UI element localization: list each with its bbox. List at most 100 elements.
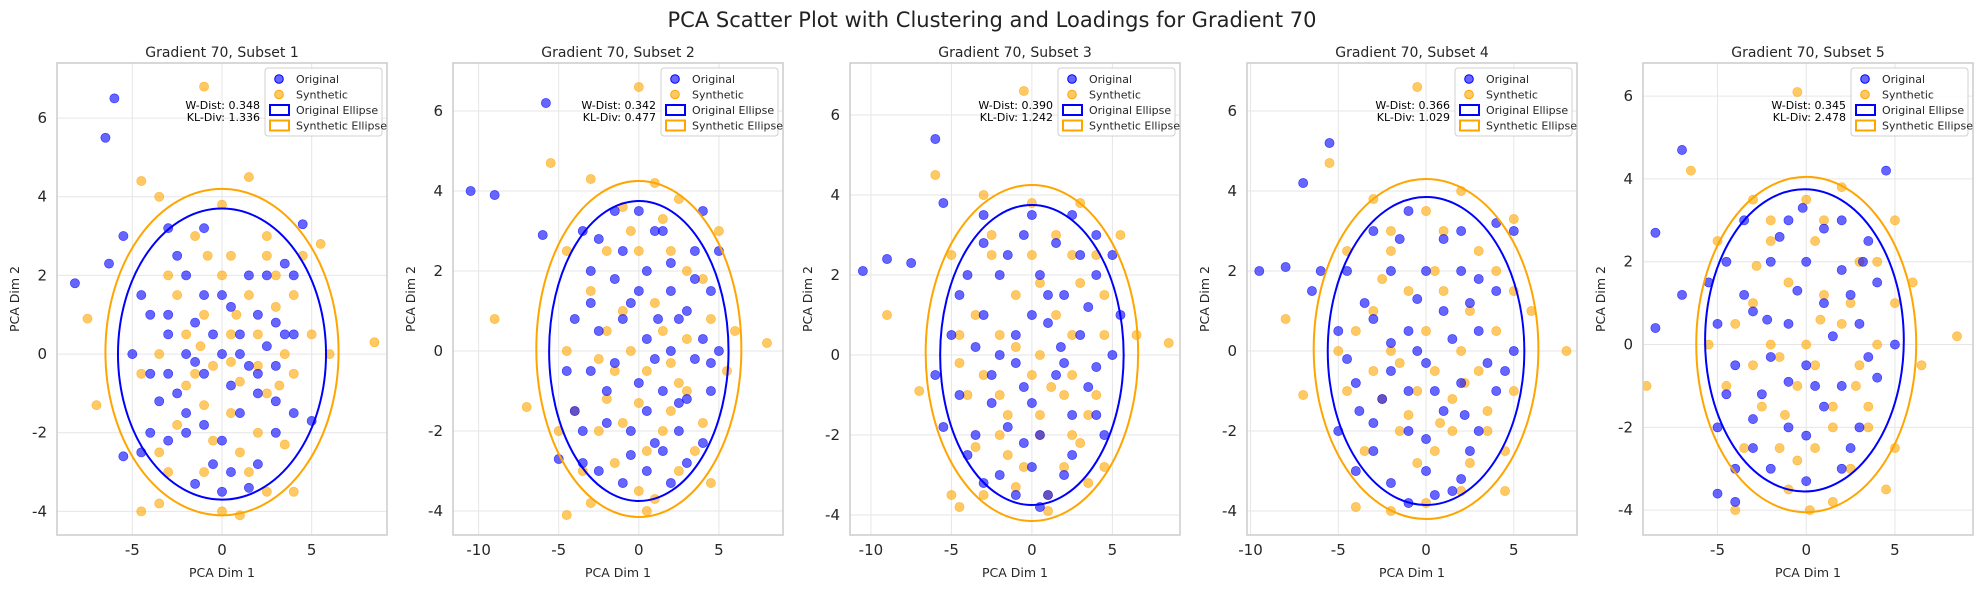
synthetic-point: [1412, 82, 1423, 92]
synthetic-point: [1091, 390, 1102, 400]
original-point: [270, 317, 281, 328]
original-point: [1845, 443, 1856, 453]
subplot-title: Gradient 70, Subset 2: [541, 45, 695, 61]
original-point: [252, 368, 263, 379]
original-point: [1858, 256, 1868, 267]
synthetic-point: [235, 447, 245, 458]
original-legend-marker: [1067, 74, 1077, 84]
synthetic-point: [1010, 290, 1021, 300]
synthetic-point: [1748, 298, 1758, 309]
original-point: [593, 326, 604, 336]
synthetic-point: [633, 398, 644, 408]
synthetic-point: [1491, 326, 1502, 336]
original-point: [1010, 358, 1021, 368]
original-point: [649, 438, 660, 448]
synthetic-point: [609, 458, 620, 468]
synthetic-point: [625, 226, 636, 236]
synthetic-point: [154, 498, 165, 509]
synthetic-point: [1018, 86, 1029, 96]
original-point: [706, 358, 716, 368]
original-legend-marker: [274, 74, 284, 84]
legend-box: [1850, 67, 1969, 137]
synthetic-point: [665, 246, 676, 256]
synthetic-point: [136, 176, 147, 186]
synthetic-legend-label: Synthetic: [296, 89, 348, 102]
original-point: [1783, 215, 1794, 226]
synthetic-point: [1473, 246, 1484, 256]
original-point: [585, 366, 596, 376]
synthetic-point: [1810, 360, 1820, 371]
original-point: [181, 349, 192, 359]
original-legend-label: Original: [692, 73, 735, 86]
original-ellipse-legend-label: Original Ellipse: [1089, 104, 1171, 117]
legend: Original Synthetic Original Ellipse Synthet…: [264, 67, 387, 137]
original-point: [1051, 238, 1061, 248]
synthetic-legend-label: Synthetic: [1882, 89, 1934, 102]
original-point: [1730, 496, 1741, 507]
y-tick-label: -2: [428, 422, 443, 440]
original-point: [181, 270, 192, 281]
synthetic-point: [601, 246, 612, 256]
y-tick-label: -4: [1222, 502, 1237, 520]
synthetic-point: [1561, 346, 1572, 356]
synthetic-point: [163, 467, 174, 477]
synthetic-point: [545, 158, 556, 168]
synthetic-point: [1482, 406, 1493, 416]
synthetic-point: [1792, 87, 1803, 97]
original-point: [163, 368, 174, 379]
original-point: [199, 368, 209, 379]
synthetic-point: [190, 368, 200, 379]
original-point: [1359, 298, 1370, 308]
synthetic-point: [172, 290, 183, 300]
synthetic-point: [1854, 360, 1865, 371]
original-point: [1748, 306, 1758, 317]
original-point: [1508, 226, 1519, 236]
original-point: [244, 270, 254, 281]
original-point: [673, 426, 684, 436]
original-point: [1500, 366, 1510, 376]
x-tick-label: -5: [125, 541, 140, 559]
synthetic-point: [181, 329, 192, 340]
original-point: [235, 329, 245, 340]
synthetic-point: [585, 286, 596, 296]
synthetic-point: [279, 439, 290, 450]
original-point: [1438, 406, 1449, 416]
y-tick-label: 0: [1227, 342, 1237, 360]
synthetic-point: [1027, 250, 1037, 260]
synthetic-point: [1863, 422, 1874, 433]
synthetic-legend-marker: [670, 89, 680, 100]
y-axis-label: PCA Dim 2: [1593, 266, 1608, 332]
original-point: [1421, 434, 1431, 444]
original-point: [1354, 406, 1365, 416]
synthetic-point: [673, 466, 684, 476]
synthetic-point: [1465, 458, 1475, 468]
original-point: [657, 386, 668, 396]
original-point: [978, 238, 989, 248]
original-point: [1067, 450, 1078, 460]
original-point: [1403, 206, 1414, 216]
synthetic-point: [190, 231, 200, 241]
synthetic-point: [1067, 370, 1078, 380]
original-point: [145, 427, 156, 438]
original-legend-label: Original: [1486, 73, 1529, 86]
original-point: [145, 309, 156, 320]
synthetic-point: [706, 478, 716, 488]
original-point: [698, 438, 708, 448]
original-point: [1421, 466, 1431, 476]
original-point: [1712, 318, 1723, 329]
synthetic-point: [252, 329, 263, 340]
synthetic-point: [1429, 266, 1440, 276]
original-point: [217, 290, 227, 300]
original-point: [288, 270, 299, 281]
legend: Original Synthetic Original Ellipse Synthet…: [1454, 67, 1577, 137]
synthetic-point: [1429, 446, 1440, 456]
kl-div-label: KL-Div: 0.477: [583, 111, 656, 124]
synthetic-point: [1819, 215, 1829, 226]
original-point: [1002, 250, 1013, 260]
original-point: [1043, 318, 1053, 328]
original-point: [1059, 470, 1069, 480]
synthetic-point: [978, 490, 989, 500]
original-point: [649, 354, 660, 364]
synthetic-point: [181, 380, 192, 391]
